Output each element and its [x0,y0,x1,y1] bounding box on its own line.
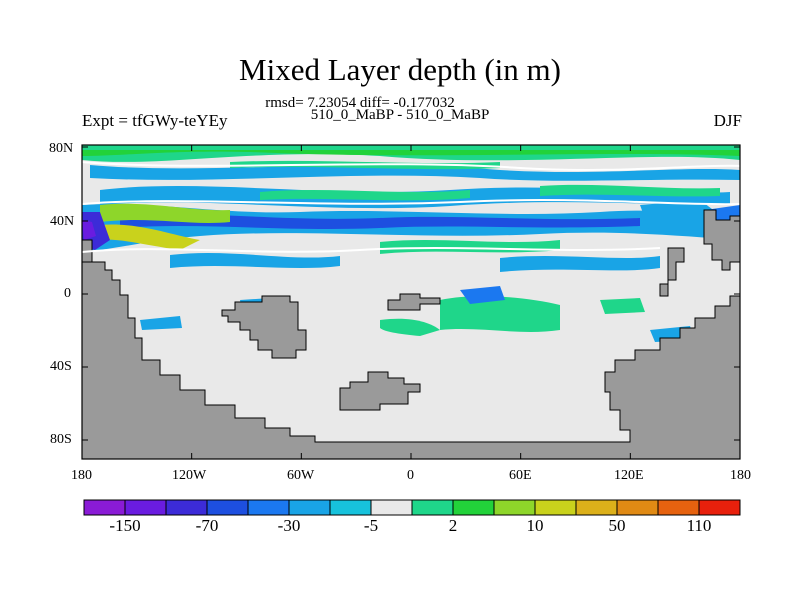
stats-line: rmsd= 7.23054 diff= -0.177032 [265,95,455,111]
colorbar-swatch [493,499,536,516]
midlat-band-green2 [540,184,720,197]
plot-title: Mixed Layer depth (in m) [239,52,561,87]
colorbar-swatch [124,499,167,516]
colorbar-swatch [370,499,413,516]
colorbar-swatch [329,499,372,516]
midlat-band-green [260,190,470,201]
colorbar-swatch [657,499,700,516]
colorbar-swatch [288,499,331,516]
season-label: DJF [713,111,742,130]
small-patch-2 [600,298,645,314]
colorbar-swatch [616,499,659,516]
colorbar-label: -5 [363,516,379,535]
patch-b [380,240,560,254]
colorbar-label: 110 [686,516,712,535]
lon-tick-180e: 180 [730,468,751,483]
equatorial-blue [460,286,505,304]
east-patch [640,200,720,232]
land [82,209,740,459]
band-40n-yellow [100,224,200,250]
lon-tick-0: 0 [407,468,414,483]
colorbar-swatch [575,499,618,516]
colorbar [83,499,741,516]
map-field [82,145,740,459]
lon-tick-180w: 180 [71,468,92,483]
colorbar-label: -30 [277,516,301,535]
colorbar-swatch [165,499,208,516]
band-40n-dark [120,213,640,229]
land-continent-3 [387,293,441,311]
lat-tick-40s: 40S [50,359,72,374]
lat-tick-80n: 80N [49,141,74,156]
patch-a [170,252,340,268]
colorbar-swatch [534,499,577,516]
band-40n-blue [82,203,740,252]
colorbar-swatch [452,499,495,516]
patch-c [500,256,660,272]
colorbar-swatch [247,499,290,516]
colorbar-label: 10 [526,516,544,535]
colorbar-label: 50 [608,516,626,535]
land-continent-1 [221,295,307,359]
lon-tick-60w: 60W [287,468,315,483]
lon-tick-60e: 60E [509,468,532,483]
colorbar-swatch [698,499,741,516]
band-40n-yellowgreen [100,203,230,223]
tick-marks [81,145,741,459]
lat-tick-40n: 40N [50,214,75,229]
colorbar-label: -70 [195,516,219,535]
experiment-label: Expt = tfGWy-teYEy [82,111,228,130]
lat-tick-0: 0 [64,286,71,301]
land-continent-2 [339,371,421,411]
lat-tick-80s: 80S [50,432,72,447]
small-patch-4 [140,316,182,330]
land-continent-5 [703,209,740,271]
lon-tick-120e: 120E [614,468,644,483]
colorbar-swatch [411,499,454,516]
plot-subtitle: 510_0_MaBP - 510_0_MaBP [310,107,490,123]
arctic-band-blue [90,165,740,181]
land-continent-4 [659,247,685,297]
colorbar-swatch [83,499,126,516]
colorbar-swatch [206,499,249,516]
arctic-band-inner [82,150,740,156]
lon-tick-120w: 120W [172,468,207,483]
southern-land [82,261,740,459]
equatorial-green [440,296,560,332]
contour-lines [82,161,740,253]
colorbar-label: 2 [448,516,458,535]
west-boundary-violet [82,220,96,240]
equatorial-green2 [380,318,440,336]
colorbar-label: -150 [109,516,141,535]
